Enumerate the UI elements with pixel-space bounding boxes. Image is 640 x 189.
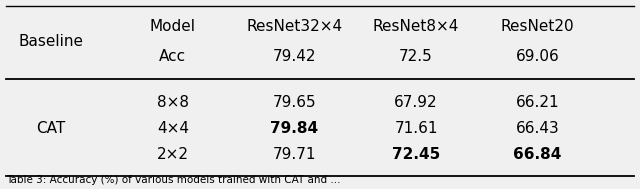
Text: 71.61: 71.61 (394, 121, 438, 136)
Text: 72.45: 72.45 (392, 147, 440, 163)
Text: Table 3: Accuracy (%) of various models trained with CAT and ...: Table 3: Accuracy (%) of various models … (6, 175, 341, 185)
Text: Baseline: Baseline (19, 34, 84, 49)
Text: 67.92: 67.92 (394, 94, 438, 110)
Text: 4×4: 4×4 (157, 121, 189, 136)
Text: 79.65: 79.65 (273, 94, 316, 110)
Text: 66.43: 66.43 (516, 121, 559, 136)
Text: 66.84: 66.84 (513, 147, 562, 163)
Text: 79.84: 79.84 (270, 121, 319, 136)
Text: 8×8: 8×8 (157, 94, 189, 110)
Text: 69.06: 69.06 (516, 49, 559, 64)
Text: 2×2: 2×2 (157, 147, 189, 163)
Text: 72.5: 72.5 (399, 49, 433, 64)
Text: ResNet32×4: ResNet32×4 (246, 19, 342, 34)
Text: Model: Model (150, 19, 196, 34)
Text: ResNet8×4: ResNet8×4 (373, 19, 459, 34)
Text: 79.71: 79.71 (273, 147, 316, 163)
Text: 66.21: 66.21 (516, 94, 559, 110)
Text: 79.42: 79.42 (273, 49, 316, 64)
Text: Acc: Acc (159, 49, 186, 64)
Text: CAT: CAT (36, 121, 66, 136)
Text: ResNet20: ResNet20 (500, 19, 575, 34)
